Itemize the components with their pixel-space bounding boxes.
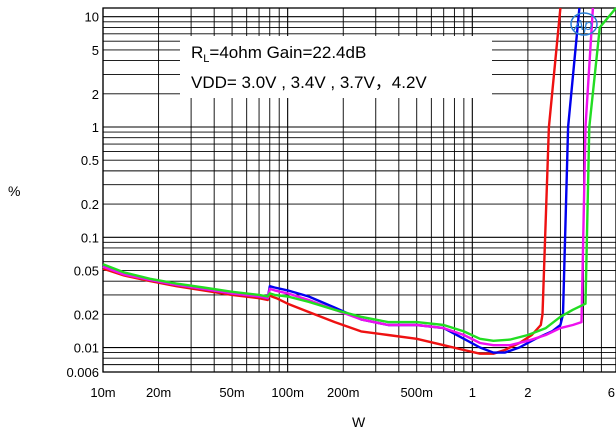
x-axis-title: W xyxy=(352,414,366,430)
y-tick-label: 0.05 xyxy=(74,263,99,278)
x-tick-label: 2 xyxy=(524,385,531,400)
series-layer xyxy=(102,7,616,355)
x-tick-label: 50m xyxy=(219,385,244,400)
x-tick-label: 500m xyxy=(400,385,433,400)
x-tick-label: 1 xyxy=(469,385,476,400)
y-tick-label: 0.02 xyxy=(74,307,99,322)
plot-frame xyxy=(102,7,616,373)
y-tick-label: 1 xyxy=(92,120,99,135)
logo-text: Ap xyxy=(573,17,592,34)
x-tick-label: 20m xyxy=(146,385,171,400)
x-tick-label: 200m xyxy=(327,385,360,400)
y-tick-label: 10 xyxy=(85,10,99,25)
y-axis-title: % xyxy=(8,183,20,199)
audio-precision-logo: Ap xyxy=(570,12,598,36)
y-tick-label: 0.5 xyxy=(81,153,99,168)
y-tick-label: 0.1 xyxy=(81,230,99,245)
y-tick-label: 0.2 xyxy=(81,197,99,212)
series-line-3 xyxy=(102,7,595,347)
y-tick-label: 5 xyxy=(92,43,99,58)
x-tick-label: 6 xyxy=(608,385,615,400)
y-tick-label: 2 xyxy=(92,87,99,102)
series-line-4 xyxy=(102,7,616,342)
annotation-line-1: RL=4ohm Gain=22.4dB xyxy=(191,43,366,65)
annotation-box: RL=4ohm Gain=22.4dB VDD= 3.0V , 3.4V , 3… xyxy=(180,36,492,98)
annotation-line-2: VDD= 3.0V , 3.4V , 3.7V，4.2V xyxy=(191,73,427,92)
y-tick-label: 0.006 xyxy=(66,365,99,380)
x-tick-label: 100m xyxy=(271,385,304,400)
y-tick-label: 0.01 xyxy=(74,341,99,356)
series-line-1 xyxy=(102,7,562,355)
tick-labels: 10m 20m 50m 100m 200m 500m 1 2 6 10 5 2 1 0.5 0.2 0.1 0.… xyxy=(66,10,615,400)
x-tick-label: 10m xyxy=(90,385,115,400)
